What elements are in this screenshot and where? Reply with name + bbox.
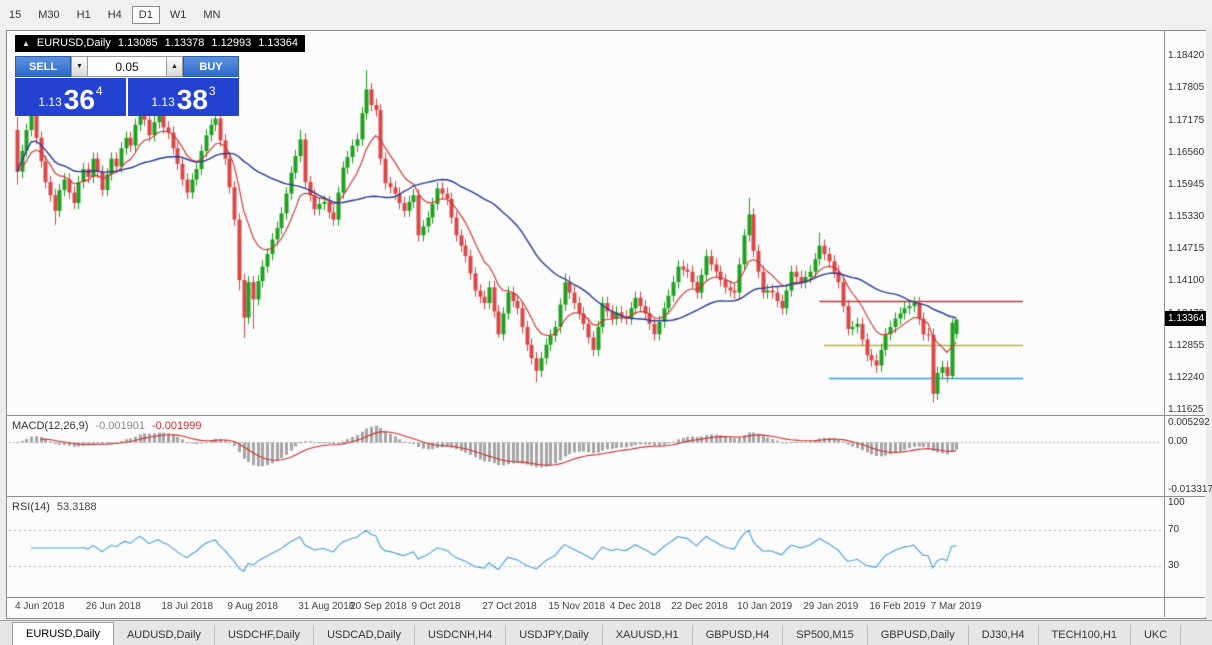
- symbol-tab-usdcad-daily[interactable]: USDCAD,Daily: [314, 625, 416, 645]
- rsi-label: RSI(14) 53.3188: [12, 501, 97, 513]
- date-axis-label: 31 Aug 2018: [298, 601, 355, 612]
- timeframe-button-MN[interactable]: MN: [203, 9, 221, 21]
- date-axis-label: 18 Jul 2018: [161, 601, 214, 612]
- symbol-tab-tech100-h1[interactable]: TECH100,H1: [1039, 625, 1131, 645]
- price-axis-label: 1.14715: [1168, 243, 1205, 255]
- timeframe-button-H1[interactable]: H1: [76, 9, 91, 21]
- macd-name: MACD(12,26,9): [12, 420, 89, 432]
- price-axis-label: 1.12240: [1168, 372, 1205, 384]
- chevron-down-icon: ▼: [76, 63, 83, 70]
- date-axis-label: 20 Sep 2018: [350, 601, 407, 612]
- symbol-tab-ukc[interactable]: UKC: [1131, 625, 1182, 645]
- price-axis-label: 1.12855: [1168, 339, 1205, 351]
- pane-separator[interactable]: [7, 415, 1205, 416]
- buy-price-big: 38: [176, 84, 208, 115]
- symbol-tab-xauusd-h1[interactable]: XAUUSD,H1: [603, 625, 693, 645]
- ohlc-high: 1.13378: [164, 37, 205, 49]
- price-axis-label: 1.18420: [1168, 50, 1205, 61]
- symbol-tab-sp500-m15[interactable]: SP500,M15: [783, 625, 868, 645]
- buy-price-prefix: 1.13: [151, 95, 175, 109]
- volume-input[interactable]: [88, 56, 166, 77]
- sell-price-prefix: 1.13: [38, 95, 62, 109]
- price-axis-label: 1.14100: [1168, 275, 1205, 287]
- symbol-tab-gbpusd-daily[interactable]: GBPUSD,Daily: [868, 625, 969, 645]
- date-axis[interactable]: 4 Jun 2018 26 Jun 2018 18 Jul 2018 9 Aug 20…: [7, 597, 1163, 616]
- rsi-axis-label: 100: [1168, 496, 1185, 508]
- sell-price-pipette: 4: [95, 84, 103, 98]
- price-axis-label: 1.15330: [1168, 211, 1205, 223]
- symbol-tab-eurusd-daily[interactable]: EURUSD,Daily: [12, 622, 114, 645]
- ohlc-low: 1.12993: [211, 37, 252, 49]
- symbol-tab-usdchf-daily[interactable]: USDCHF,Daily: [215, 625, 315, 645]
- symbol-tab-usdjpy-daily[interactable]: USDJPY,Daily: [506, 625, 603, 645]
- macd-axis-label: 0.005292: [1168, 417, 1210, 429]
- price-chart-canvas[interactable]: [7, 31, 1163, 597]
- date-axis-label: 29 Jan 2019: [803, 601, 859, 612]
- ohlc-readout: ▲ EURUSD,Daily 1.13085 1.13378 1.12993 1…: [15, 35, 305, 52]
- price-axis-label: 1.17175: [1168, 114, 1205, 126]
- date-axis-label: 15 Nov 2018: [548, 601, 606, 612]
- date-axis-label: 27 Oct 2018: [482, 601, 537, 612]
- price-axis-label: 1.11625: [1168, 404, 1204, 416]
- macd-axis-label: 0.00: [1168, 436, 1188, 448]
- timeframe-button-M30[interactable]: M30: [38, 9, 60, 21]
- date-axis-label: 16 Feb 2019: [869, 601, 926, 612]
- symbol-tab-gbpusd-h4[interactable]: GBPUSD,H4: [693, 625, 784, 645]
- volume-increase-button[interactable]: ▲: [166, 56, 183, 77]
- pane-separator: [7, 597, 1205, 598]
- date-axis-label: 26 Jun 2018: [85, 601, 141, 612]
- symbol-tabbar: EURUSD,Daily AUDUSD,Daily USDCHF,Daily USDC…: [0, 620, 1212, 645]
- trade-controls-row: SELL ▼ ▲ BUY: [15, 56, 239, 77]
- sell-price-big: 36: [63, 84, 95, 115]
- macd-value: -0.001901: [95, 420, 145, 432]
- chart-window: ▲ EURUSD,Daily 1.13085 1.13378 1.12993 1…: [6, 30, 1212, 619]
- volume-decrease-button[interactable]: ▼: [71, 56, 88, 77]
- date-axis-label: 9 Aug 2018: [227, 601, 278, 612]
- trend-up-icon: ▲: [22, 38, 30, 48]
- timeframe-button-15[interactable]: 15: [9, 9, 22, 21]
- date-axis-label: 22 Dec 2018: [671, 601, 728, 612]
- timeframe-button-D1[interactable]: D1: [131, 6, 160, 24]
- price-axis-label: 1.16560: [1168, 146, 1205, 158]
- price-axis-label: 1.15945: [1168, 178, 1205, 190]
- macd-axis-label: -0.013317: [1168, 483, 1212, 495]
- rsi-axis-label: 30: [1168, 560, 1180, 572]
- symbol-tab-dj30-h4[interactable]: DJ30,H4: [969, 625, 1039, 645]
- timeframe-toolbar: 15 M30 H1 H4 D1 W1 MN: [0, 0, 1212, 30]
- price-axis[interactable]: 1.13364 1.18420 1.17805 1.17175 1.16560 1.15…: [1164, 31, 1212, 617]
- rsi-axis-label: 70: [1168, 523, 1180, 535]
- date-axis-label: 7 Mar 2019: [930, 601, 982, 612]
- chevron-up-icon: ▲: [171, 63, 178, 70]
- buy-price-pipette: 3: [208, 84, 216, 98]
- current-price-tag: 1.13364: [1165, 311, 1206, 327]
- sell-button[interactable]: SELL: [15, 56, 71, 77]
- macd-signal-value: -0.001999: [151, 420, 202, 432]
- price-axis-label: 1.17805: [1168, 82, 1205, 94]
- symbol-tab-usdcnh-h4[interactable]: USDCNH,H4: [415, 625, 507, 645]
- pane-separator[interactable]: [7, 496, 1205, 497]
- buy-price-panel[interactable]: 1.13 38 3: [128, 78, 239, 116]
- trade-prices-row: 1.13 36 4 1.13 38 3: [15, 78, 239, 116]
- timeframe-button-H4[interactable]: H4: [107, 9, 122, 21]
- macd-label: MACD(12,26,9) -0.001901 -0.001999: [12, 420, 202, 432]
- date-axis-label: 4 Dec 2018: [609, 601, 661, 612]
- ohlc-open: 1.13085: [117, 37, 158, 49]
- buy-button[interactable]: BUY: [183, 56, 239, 77]
- one-click-trading-widget: SELL ▼ ▲ BUY 1.13 36 4 1.13 38: [15, 56, 239, 116]
- sell-price-panel[interactable]: 1.13 36 4: [15, 78, 126, 116]
- date-axis-label: 4 Jun 2018: [15, 601, 65, 612]
- date-axis-label: 10 Jan 2019: [737, 601, 793, 612]
- rsi-name: RSI(14): [12, 501, 50, 513]
- ohlc-close: 1.13364: [258, 37, 298, 49]
- date-axis-label: 9 Oct 2018: [411, 601, 461, 612]
- chart-symbol-period: EURUSD,Daily: [36, 37, 111, 49]
- timeframe-button-W1[interactable]: W1: [169, 9, 187, 21]
- symbol-tab-audusd-daily[interactable]: AUDUSD,Daily: [114, 625, 215, 645]
- rsi-value: 53.3188: [56, 501, 97, 513]
